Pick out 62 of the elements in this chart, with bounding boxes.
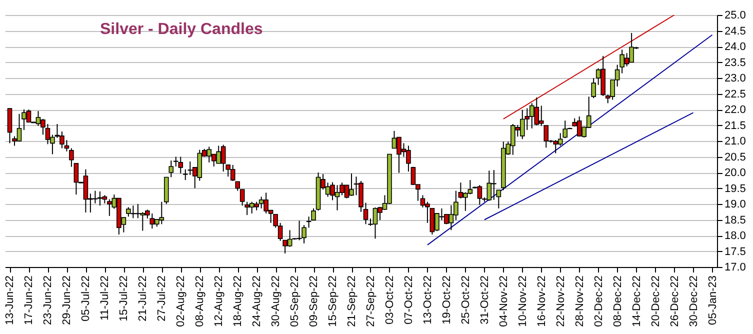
x-tick-label: 22-Nov-22 <box>554 276 567 327</box>
x-tick-label: 05-Jan-23 <box>706 276 719 326</box>
y-tick-label: 18.5 <box>724 214 746 226</box>
x-tick-label: 27-Sep-22 <box>364 276 377 327</box>
x-tick-label: 09-Sep-22 <box>308 276 320 327</box>
y-tick-label: 25.0 <box>724 10 746 22</box>
y-tick-label: 23.5 <box>724 56 746 69</box>
x-tick-label: 12-Aug-22 <box>213 276 226 327</box>
x-tick-label: 04-Nov-22 <box>498 276 510 327</box>
x-tick-label: 25-Oct-22 <box>460 276 472 324</box>
x-tick-label: 31-Oct-22 <box>478 276 491 324</box>
candlestick <box>235 181 240 192</box>
x-tick-label: 15-Sep-22 <box>327 276 340 327</box>
x-tick-label: 11-Jul-22 <box>99 276 112 321</box>
candlestick <box>69 148 74 168</box>
x-tick-label: 13-Jun-22 <box>4 276 16 326</box>
x-tick-label: 02-Dec-22 <box>592 276 605 327</box>
x-tick-label: 17-Jun-22 <box>23 276 36 326</box>
x-tick-label: 21-Jul-22 <box>137 276 150 322</box>
x-tick-label: 30-Aug-22 <box>270 276 282 327</box>
x-tick-label: 18-Aug-22 <box>232 276 244 327</box>
x-tick-label: 26-Dec-22 <box>668 276 681 327</box>
x-tick-label: 08-Aug-22 <box>194 276 206 327</box>
y-tick-label: 19.0 <box>724 198 746 210</box>
x-tick-label: 20-Dec-22 <box>650 276 662 327</box>
x-tick-label: 14-Dec-22 <box>630 276 643 327</box>
y-tick-label: 19.5 <box>724 182 746 195</box>
x-tick-label: 07-Oct-22 <box>402 276 415 324</box>
x-tick-label: 28-Nov-22 <box>574 276 586 327</box>
x-tick-label: 21-Sep-22 <box>346 276 358 327</box>
y-tick-label: 22.0 <box>724 104 746 116</box>
y-tick-label: 24.5 <box>724 25 746 38</box>
y-tick-label: 20.0 <box>724 167 746 179</box>
x-tick-label: 30-Dec-22 <box>688 276 700 327</box>
y-tick-label: 20.5 <box>724 151 746 164</box>
y-tick-label: 23.0 <box>724 72 746 84</box>
y-tick-label: 21.5 <box>724 120 746 132</box>
x-tick-label: 19-Oct-22 <box>440 276 453 324</box>
y-tick-label: 18.0 <box>724 230 746 242</box>
x-tick-label: 05-Sep-22 <box>289 276 302 327</box>
x-tick-label: 13-Oct-22 <box>422 276 434 324</box>
candlestick <box>302 224 306 244</box>
y-tick-label: 24.0 <box>724 41 746 53</box>
chart-title: Silver - Daily Candles <box>100 21 263 38</box>
y-tick-label: 17.0 <box>724 262 746 274</box>
x-tick-label: 15-Jul-22 <box>118 276 130 322</box>
x-tick-label: 24-Aug-22 <box>251 276 264 327</box>
candlestick <box>168 160 174 178</box>
x-tick-label: 16-Nov-22 <box>536 276 548 327</box>
x-tick-label: 29-Jun-22 <box>61 276 74 326</box>
y-tick-label: 17.5 <box>724 246 746 258</box>
candlestick <box>496 190 502 209</box>
x-tick-label: 08-Dec-22 <box>612 276 624 327</box>
candlestick <box>7 108 12 144</box>
x-tick-label: 03-Oct-22 <box>384 276 396 324</box>
x-tick-label: 23-Jun-22 <box>42 276 54 326</box>
x-tick-label: 05-Jul-22 <box>80 276 92 322</box>
y-tick-label: 22.5 <box>724 88 746 100</box>
y-tick-label: 21.0 <box>724 136 746 148</box>
x-tick-label: 10-Nov-22 <box>516 276 529 327</box>
x-tick-label: 02-Aug-22 <box>175 276 188 327</box>
x-tick-label: 27-Jul-22 <box>156 276 168 322</box>
